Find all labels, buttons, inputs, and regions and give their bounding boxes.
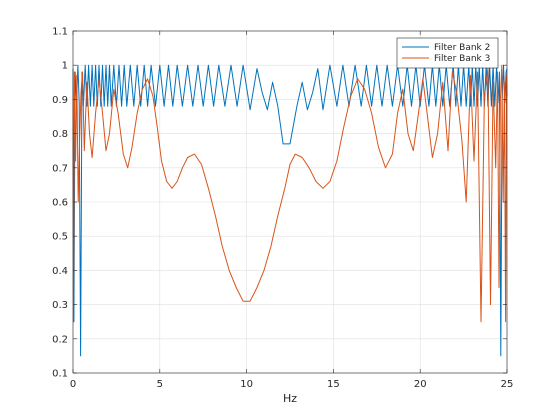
- legend-label-1: Filter Bank 2: [434, 43, 490, 53]
- x-axis-label: Hz: [283, 392, 297, 405]
- ticks: 0 5 10 15 20 25 0.1 0.2 0.3 0.4 0.5 0.6 0.7 0.8 0.9 1 1.…: [52, 27, 513, 391]
- legend-box: [396, 37, 499, 69]
- x-tick-label: 25: [501, 379, 514, 390]
- y-tick-label: 0.2: [52, 334, 68, 345]
- y-tick-label: 0.8: [52, 129, 68, 140]
- y-tick-label: 0.7: [52, 163, 68, 174]
- y-tick-label: 0.6: [52, 198, 68, 209]
- y-tick-label: 0.4: [52, 266, 68, 277]
- series-layer: [72, 64, 508, 357]
- y-tick-label: 0.9: [52, 95, 68, 106]
- series-line-1: [72, 64, 508, 357]
- x-tick-label: 15: [327, 379, 340, 390]
- series-line-2: [72, 64, 508, 323]
- legend-label-2: Filter Bank 3: [434, 54, 490, 64]
- y-tick-label: 0.3: [52, 300, 68, 311]
- x-tick-label: 10: [240, 379, 253, 390]
- y-tick-label: 0.1: [52, 369, 68, 380]
- x-tick-label: 20: [414, 379, 427, 390]
- y-tick-label: 0.5: [52, 232, 68, 243]
- x-tick-label: 5: [157, 379, 163, 390]
- x-tick-label: 0: [70, 379, 76, 390]
- y-tick-label: 1: [62, 61, 68, 72]
- y-tick-label: 1.1: [52, 27, 68, 38]
